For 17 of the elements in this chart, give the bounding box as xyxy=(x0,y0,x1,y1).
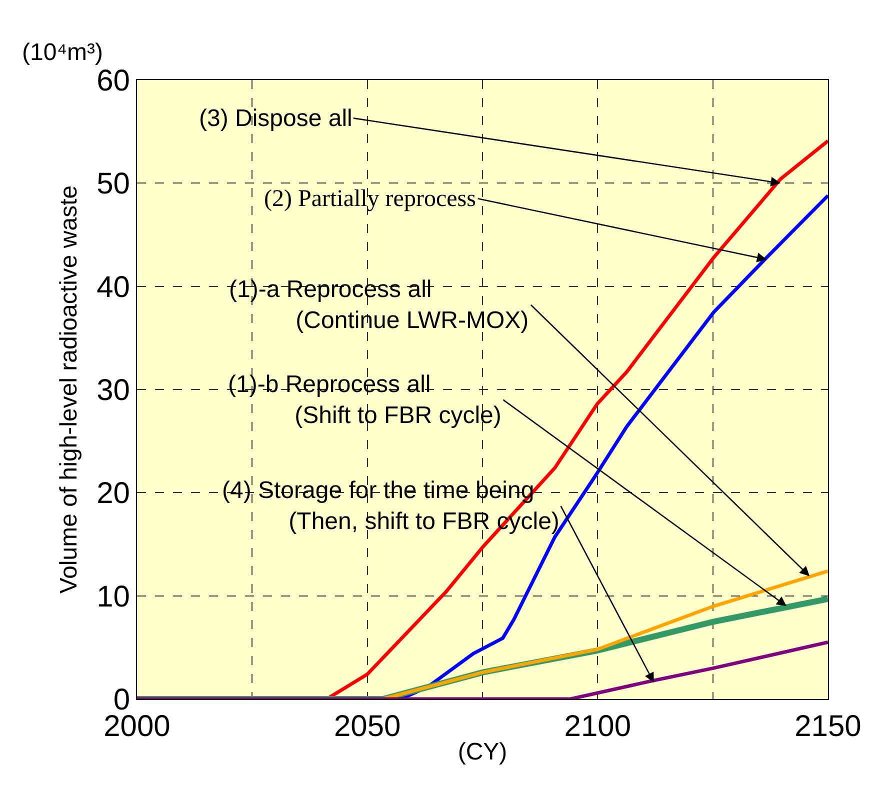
annotation: (3) Dispose all xyxy=(199,105,352,132)
x-axis-title: (CY) xyxy=(458,738,508,766)
text: (10⁴m³) xyxy=(22,39,103,66)
x-tick-label: 2050 xyxy=(334,710,401,743)
y-tick-label: 40 xyxy=(96,270,130,304)
y-axis-title: Volume of high-level radioactive waste xyxy=(56,185,83,594)
x-tick-label: 2100 xyxy=(564,710,632,743)
x-tick-label: 2150 xyxy=(794,710,862,743)
annotation: (1)-a Reprocess all (Continue LWR-MOX) xyxy=(229,276,529,334)
annotation: (2) Partially reprocess xyxy=(264,186,476,212)
y-tick-label: 10 xyxy=(96,580,130,614)
annotation: (1)-b Reprocess all (Shift to FBR cycle) xyxy=(228,371,502,430)
line-series xyxy=(137,640,828,699)
y-tick-label: 20 xyxy=(96,477,130,510)
y-tick-label: 50 xyxy=(96,168,130,201)
y-tick-label: 60 xyxy=(96,64,130,98)
y-tick-label: 30 xyxy=(96,374,130,407)
